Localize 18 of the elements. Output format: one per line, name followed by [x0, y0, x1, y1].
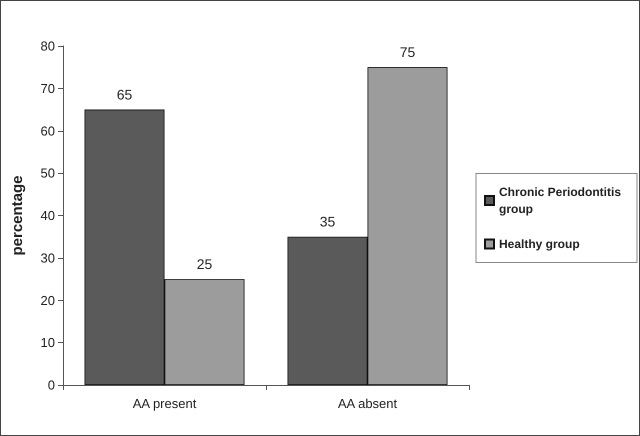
x-tick-label: AA absent: [338, 396, 398, 411]
x-tick-label: AA present: [132, 396, 197, 411]
y-tick-label: 70: [40, 80, 55, 96]
legend-label: Healthy group: [499, 237, 580, 251]
data-label: 75: [400, 44, 416, 60]
data-label: 35: [320, 214, 336, 230]
y-tick-label: 60: [40, 123, 55, 138]
y-tick-label: 50: [40, 166, 55, 181]
data-label: 25: [196, 256, 212, 272]
y-tick-label: 30: [40, 250, 55, 266]
y-tick-label: 20: [40, 292, 55, 308]
y-tick-label: 80: [40, 38, 55, 54]
y-tick-label: 10: [40, 335, 55, 350]
data-label: 65: [116, 86, 132, 103]
y-axis-title: percentage: [9, 175, 26, 256]
y-tick-label: 0: [48, 378, 55, 392]
y-tick-label: 40: [40, 208, 55, 223]
legend-label: Chronic Periodontitis group: [499, 185, 624, 216]
